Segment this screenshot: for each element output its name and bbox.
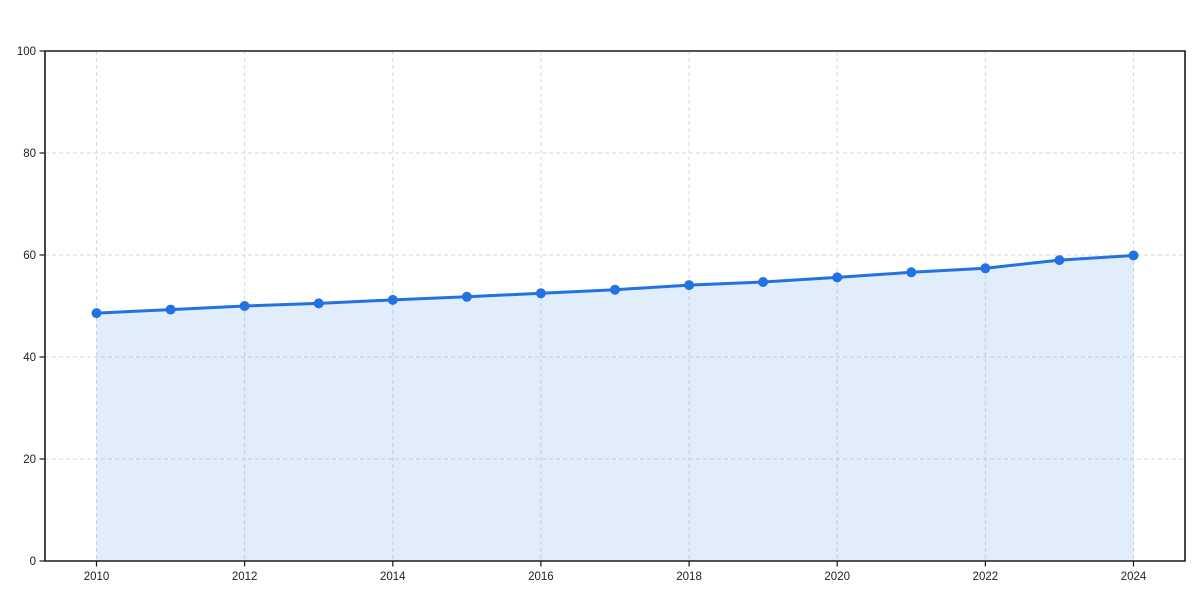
data-point-2014 [387, 294, 398, 305]
data-point-2024 [1128, 250, 1139, 261]
data-point-2012 [239, 301, 250, 311]
y-tick-label-0: 0 [30, 556, 36, 568]
x-tick-label-2014: 2014 [380, 571, 406, 583]
data-point-2021 [906, 267, 917, 278]
data-point-2010 [91, 308, 102, 319]
y-tick-label-20: 20 [23, 454, 36, 466]
data-point-2023 [1054, 255, 1065, 266]
data-point-2018 [684, 280, 695, 291]
data-point-2015 [461, 291, 472, 302]
y-tick-label-80: 80 [23, 148, 36, 160]
area-fill [96, 255, 1134, 561]
data-point-2019 [758, 277, 769, 287]
x-tick-label-2018: 2018 [676, 571, 702, 583]
plot-border [44, 50, 1186, 562]
data-point-2011 [165, 304, 176, 315]
x-tick-label-2012: 2012 [232, 571, 258, 583]
data-point-2020 [832, 272, 843, 283]
x-tick-label-2024: 2024 [1121, 571, 1147, 583]
x-tick-label-2016: 2016 [528, 571, 554, 583]
y-tick-label-100: 100 [17, 46, 36, 58]
y-tick-label-60: 60 [23, 250, 36, 262]
x-tick-label-2020: 2020 [824, 571, 850, 583]
x-tick-label-2010: 2010 [84, 571, 110, 583]
x-tick-label-2022: 2022 [973, 571, 999, 583]
data-point-2017 [610, 284, 620, 295]
y-tick-label-40: 40 [23, 352, 36, 364]
data-point-2022 [980, 263, 991, 274]
data-point-2016 [535, 288, 546, 299]
data-point-2013 [313, 298, 324, 309]
